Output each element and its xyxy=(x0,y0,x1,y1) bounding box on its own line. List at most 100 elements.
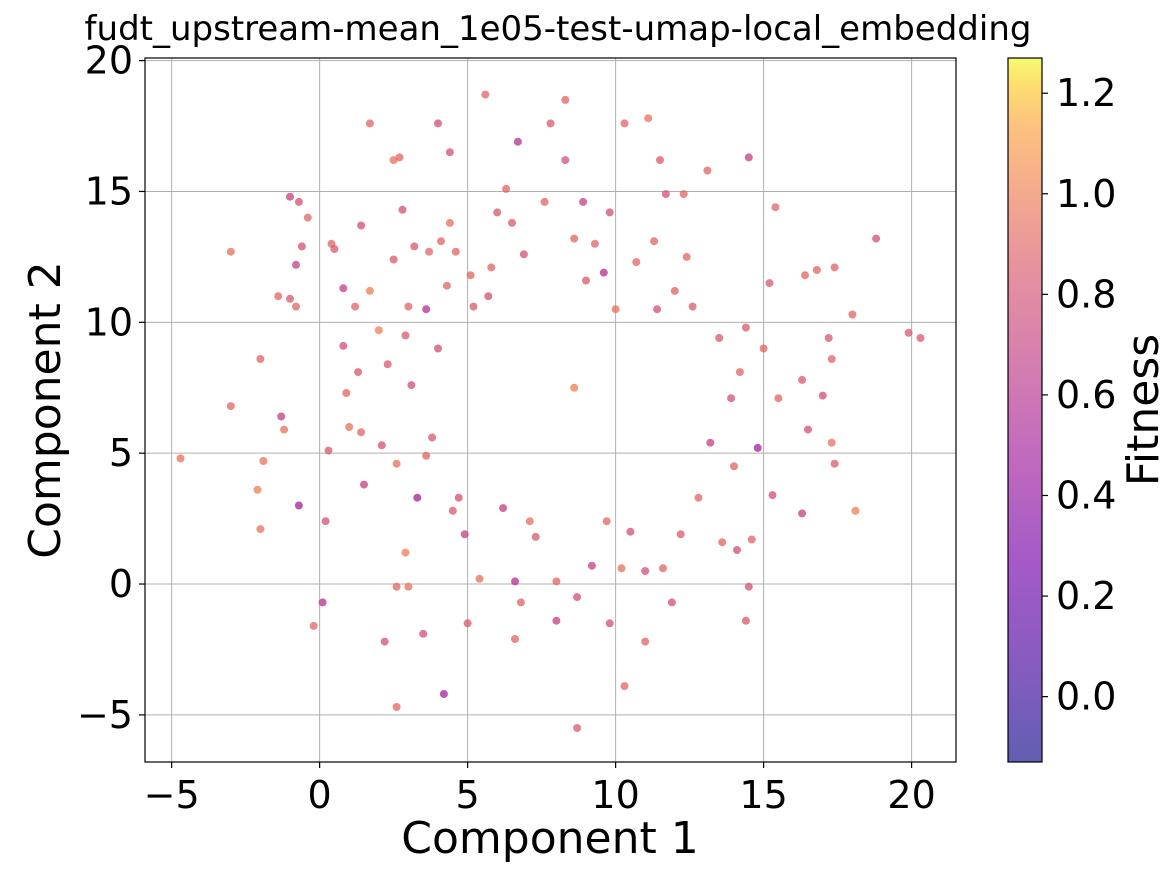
scatter-point xyxy=(801,271,809,280)
scatter-point xyxy=(827,438,836,447)
scatter-point xyxy=(561,156,570,165)
scatter-point xyxy=(519,250,528,259)
scatter-point xyxy=(703,166,712,175)
scatter-point xyxy=(330,245,339,253)
colorbar-label: Fitness xyxy=(1118,334,1169,486)
scatter-point xyxy=(848,310,857,319)
scatter-point xyxy=(602,517,611,526)
colorbar-tick-label: 0.6 xyxy=(1056,373,1116,417)
scatter-point xyxy=(508,218,516,227)
scatter-point xyxy=(570,234,579,243)
x-tick-label: 0 xyxy=(308,773,332,817)
scatter-point xyxy=(294,197,303,206)
colorbar-tick-label: 0.4 xyxy=(1056,473,1116,517)
scatter-point xyxy=(357,221,366,230)
x-tick-label: 20 xyxy=(887,773,935,817)
scatter-point xyxy=(286,192,294,201)
scatter-point xyxy=(659,564,667,573)
scatter-point xyxy=(280,425,289,434)
colorbar-tick-label: 0.0 xyxy=(1056,675,1116,719)
scatter-point xyxy=(718,538,727,547)
scatter-point xyxy=(392,459,401,468)
data-points xyxy=(176,90,925,732)
scatter-point xyxy=(904,328,913,337)
scatter-point xyxy=(605,619,614,628)
scatter-point xyxy=(324,446,333,455)
scatter-point xyxy=(605,208,614,217)
scatter-point xyxy=(546,119,555,128)
scatter-point xyxy=(318,598,327,607)
scatter-point xyxy=(309,621,318,630)
scatter-point xyxy=(395,153,404,162)
x-tick-label: −5 xyxy=(144,773,200,817)
scatter-point xyxy=(582,276,590,285)
scatter-point xyxy=(744,153,753,162)
scatter-point xyxy=(451,247,460,256)
scatter-point xyxy=(827,355,836,363)
scatter-point xyxy=(587,561,596,570)
y-tick-label: 10 xyxy=(85,300,133,344)
scatter-point xyxy=(345,423,354,431)
scatter-point xyxy=(730,462,738,471)
scatter-point xyxy=(644,114,653,123)
scatter-point xyxy=(552,577,561,586)
scatter-point xyxy=(502,184,511,193)
scatter-point xyxy=(552,616,561,625)
scatter-point xyxy=(499,504,508,513)
scatter-point xyxy=(759,344,768,353)
scatter-point xyxy=(469,302,478,311)
scatter-point xyxy=(259,457,268,465)
scatter-point xyxy=(741,323,750,332)
scatter-point xyxy=(439,690,448,698)
scatter-point xyxy=(466,271,475,280)
scatter-point xyxy=(463,619,472,628)
y-tick-label: 15 xyxy=(85,169,133,213)
colorbar-tick-label: 0.2 xyxy=(1056,574,1116,618)
scatter-point xyxy=(872,234,881,243)
scatter-point xyxy=(277,412,286,421)
scatter-point xyxy=(525,517,534,526)
plot-frame xyxy=(144,57,957,763)
x-axis-ticks: −5 0 5 10 15 20 xyxy=(144,762,936,817)
scatter-point xyxy=(590,239,599,248)
colorbar-tick-label: 0.8 xyxy=(1056,272,1116,316)
scatter-point xyxy=(741,616,750,625)
scatter-point xyxy=(511,577,519,586)
scatter-point xyxy=(484,292,493,301)
scatter-point xyxy=(321,517,330,526)
scatter-point xyxy=(670,286,679,295)
scatter-point xyxy=(422,451,431,460)
scatter-point xyxy=(404,582,413,591)
scatter-point xyxy=(256,525,265,534)
y-tick-label: 0 xyxy=(109,562,133,606)
chart-title: fudt_upstream-mean_1e05-test-umap-local_… xyxy=(85,9,1032,49)
scatter-point xyxy=(404,302,413,311)
scatter-point xyxy=(626,527,635,536)
scatter-point xyxy=(540,197,549,206)
colorbar-ticks: 0.0 0.2 0.4 0.6 0.8 1.0 1.2 xyxy=(1042,71,1116,719)
scatter-point xyxy=(682,252,691,261)
scatter-point xyxy=(442,281,451,290)
scatter-point xyxy=(274,292,283,301)
scatter-point xyxy=(650,237,659,246)
scatter-point xyxy=(445,218,454,227)
scatter-point xyxy=(460,530,469,539)
scatter-point xyxy=(753,443,762,452)
scatter-point xyxy=(688,302,697,311)
scatter-point xyxy=(392,582,401,591)
x-tick-label: 15 xyxy=(739,773,787,817)
scatter-point xyxy=(561,95,570,104)
scatter-point xyxy=(641,637,650,646)
scatter-point xyxy=(392,703,401,711)
scatter-point xyxy=(830,459,839,468)
scatter-point xyxy=(735,368,744,377)
grid xyxy=(145,58,956,762)
scatter-point xyxy=(771,203,780,212)
scatter-point xyxy=(487,263,496,272)
scatter-point xyxy=(339,284,348,293)
scatter-point xyxy=(407,381,416,390)
scatter-point xyxy=(410,242,419,251)
scatter-point xyxy=(398,205,407,214)
scatter-point xyxy=(354,368,363,377)
y-axis-ticks: −5 0 5 10 15 20 xyxy=(77,39,145,737)
